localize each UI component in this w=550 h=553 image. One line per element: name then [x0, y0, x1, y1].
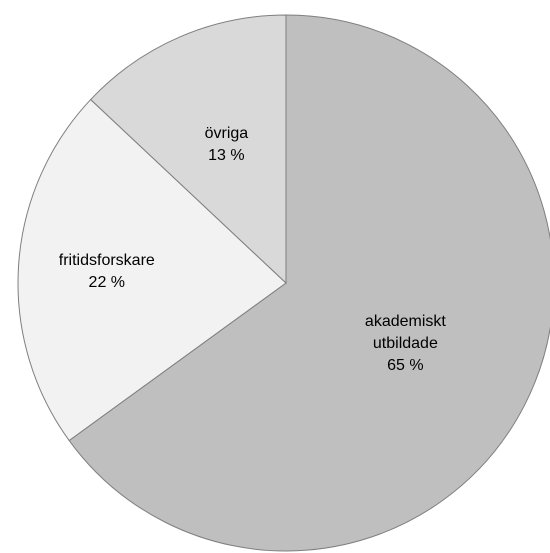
slice-label: akademiskt utbildade 65 % — [340, 311, 470, 377]
category-label: akademiskt utbildade — [364, 312, 446, 352]
value-label: 13 % — [208, 147, 245, 165]
pie-slice — [17, 98, 287, 442]
slice-label: fritidsforskare 22 % — [42, 250, 172, 294]
pie-slice — [68, 14, 550, 552]
value-label: 22 % — [88, 273, 126, 291]
value-label: 65 % — [387, 356, 424, 374]
slice-label: övriga 13 % — [161, 123, 291, 167]
category-label: fritidsforskare — [58, 251, 155, 269]
category-label: övriga — [204, 125, 249, 143]
pie-slice — [89, 14, 287, 285]
